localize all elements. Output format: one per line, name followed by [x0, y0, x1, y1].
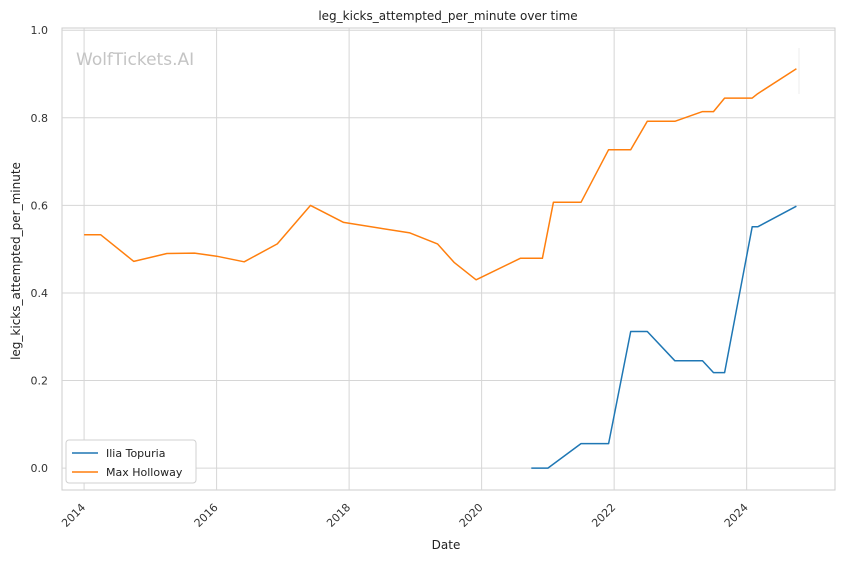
y-tick-label: 0.8 [31, 112, 49, 125]
x-tick-label: 2014 [59, 501, 88, 530]
x-axis-title: Date [432, 538, 461, 552]
x-tick-label: 2024 [722, 501, 751, 530]
y-tick-label: 0.0 [31, 462, 49, 475]
legend-box [65, 439, 197, 484]
x-tick-label: 2022 [589, 501, 618, 530]
watermark-text: WolfTickets.AI [76, 50, 194, 70]
chart-title: leg_kicks_attempted_per_minute over time [318, 9, 577, 23]
y-axis-title: leg_kicks_attempted_per_minute [9, 162, 23, 360]
series-line-ilia-topuria [531, 205, 797, 469]
legend-label-ilia-topuria: Ilia Topuria [106, 447, 165, 460]
y-tick-label: 1.0 [31, 24, 49, 37]
plot-area [61, 27, 836, 491]
y-tick-label: 0.2 [31, 375, 49, 388]
legend: Ilia Topuria Max Holloway [65, 439, 197, 484]
y-tick-label: 0.6 [31, 199, 49, 212]
x-tick-label: 2020 [457, 501, 486, 530]
y-tick-label: 0.4 [31, 287, 49, 300]
series-group [84, 68, 797, 469]
legend-label-max-holloway: Max Holloway [106, 466, 183, 479]
series-line-max-holloway [84, 68, 797, 281]
x-tick-label: 2016 [192, 501, 221, 530]
x-tick-label: 2018 [324, 501, 353, 530]
